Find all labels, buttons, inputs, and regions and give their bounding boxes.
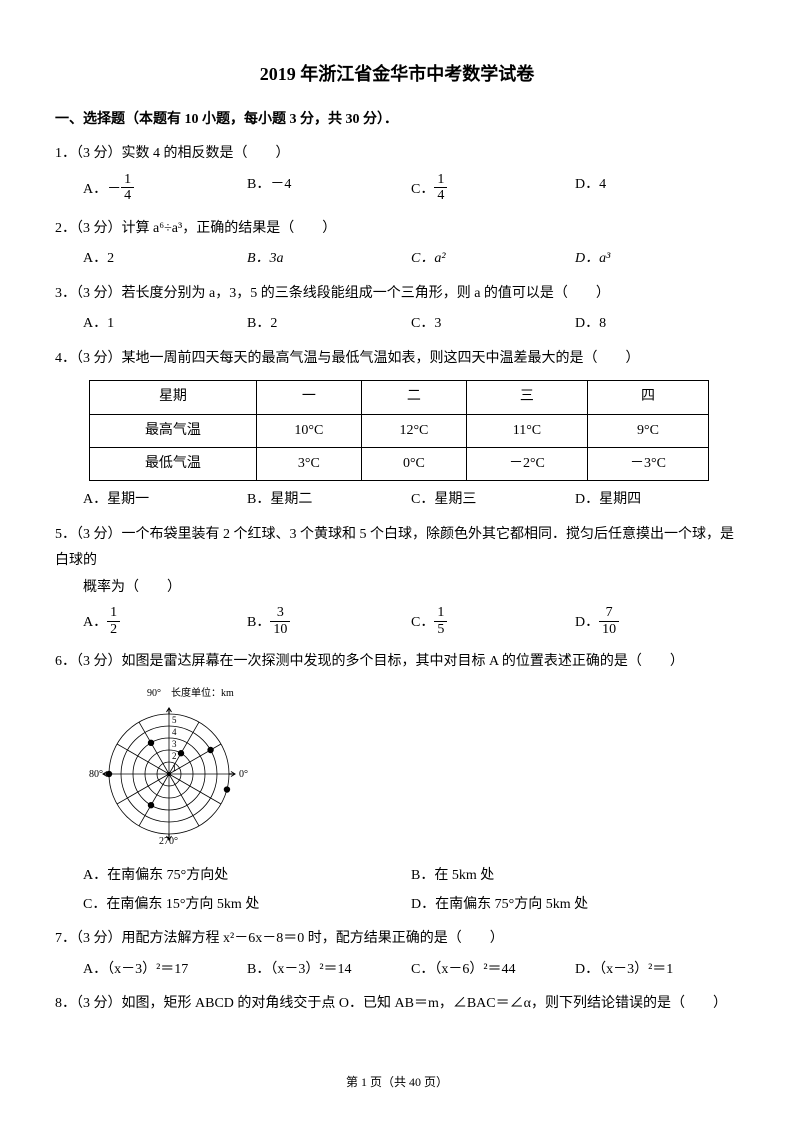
page-footer: 第 1 页（共 40 页） <box>0 1073 794 1092</box>
q7-text: 7．（3 分）用配方法解方程 x²－6x－8＝0 时，配方结果正确的是（ ） <box>55 926 739 953</box>
td: 11°C <box>466 414 587 447</box>
q6-options: A．在南偏东 75°方向处 B．在 5km 处 C．在南偏东 15°方向 5km… <box>55 865 739 916</box>
radar-svg: 1234590°长度单位：km0°180°270° <box>89 684 269 849</box>
svg-text:4: 4 <box>172 727 177 737</box>
q4-options: A．星期一 B．星期二 C．星期三 D．星期四 <box>55 489 739 511</box>
td: 10°C <box>256 414 361 447</box>
q1-option-d: D．4 <box>575 174 739 206</box>
th: 三 <box>466 381 587 414</box>
svg-text:270°: 270° <box>159 836 178 847</box>
q2-option-c: C．a² <box>411 248 575 270</box>
td: 3°C <box>256 447 361 480</box>
q3-option-c: C．3 <box>411 313 575 335</box>
radar-diagram: 1234590°长度单位：km0°180°270° <box>89 684 739 857</box>
q7-option-b: B．（x－3）²＝14 <box>247 959 411 981</box>
svg-text:180°: 180° <box>89 769 103 780</box>
q5-options: A．12 B．310 C．15 D．710 <box>55 607 739 639</box>
svg-text:5: 5 <box>172 715 177 725</box>
td: 9°C <box>587 414 708 447</box>
q7-option-c: C．（x－6）²＝44 <box>411 959 575 981</box>
question-6: 6．（3 分）如图是雷达屏幕在一次探测中发现的多个目标，其中对目标 A 的位置表… <box>55 649 739 916</box>
q1-option-c: C．14 <box>411 174 575 206</box>
q8-text: 8．（3 分）如图，矩形 ABCD 的对角线交于点 O．已知 AB＝m，∠BAC… <box>55 991 739 1018</box>
q7-option-a: A．（x－3）²＝17 <box>83 959 247 981</box>
q1-option-b: B．－4 <box>247 174 411 206</box>
th: 二 <box>361 381 466 414</box>
q2-option-a: A．2 <box>83 248 247 270</box>
th: 四 <box>587 381 708 414</box>
question-7: 7．（3 分）用配方法解方程 x²－6x－8＝0 时，配方结果正确的是（ ） A… <box>55 926 739 981</box>
td: －2°C <box>466 447 587 480</box>
section-header: 一、选择题（本题有 10 小题，每小题 3 分，共 30 分）． <box>55 109 739 131</box>
q5-option-a: A．12 <box>83 607 247 639</box>
q5-text: 5．（3 分）一个布袋里装有 2 个红球、3 个黄球和 5 个白球，除颜色外其它… <box>55 522 739 602</box>
q6-text: 6．（3 分）如图是雷达屏幕在一次探测中发现的多个目标，其中对目标 A 的位置表… <box>55 649 739 676</box>
q1-text: 1．（3 分）实数 4 的相反数是（ ） <box>55 141 739 168</box>
q6-option-b: B．在 5km 处 <box>411 865 739 887</box>
q4-table: 星期 一 二 三 四 最高气温 10°C 12°C 11°C 9°C 最低气温 … <box>89 380 709 481</box>
svg-text:0°: 0° <box>239 769 248 780</box>
question-3: 3．（3 分）若长度分别为 a，3，5 的三条线段能组成一个三角形，则 a 的值… <box>55 281 739 336</box>
td: 最低气温 <box>90 447 257 480</box>
q5-option-c: C．15 <box>411 607 575 639</box>
q3-options: A．1 B．2 C．3 D．8 <box>55 313 739 335</box>
q5-option-b: B．310 <box>247 607 411 639</box>
q2-text: 2．（3 分）计算 a⁶÷a³，正确的结果是（ ） <box>55 216 739 243</box>
q4-option-d: D．星期四 <box>575 489 739 511</box>
th: 一 <box>256 381 361 414</box>
q6-option-d: D．在南偏东 75°方向 5km 处 <box>411 894 739 916</box>
q7-options: A．（x－3）²＝17 B．（x－3）²＝14 C．（x－6）²＝44 D．（x… <box>55 959 739 981</box>
q2-option-b: B．3a <box>247 248 411 270</box>
svg-text:3: 3 <box>172 739 177 749</box>
q6-option-a: A．在南偏东 75°方向处 <box>83 865 411 887</box>
td: 0°C <box>361 447 466 480</box>
question-2: 2．（3 分）计算 a⁶÷a³，正确的结果是（ ） A．2 B．3a C．a² … <box>55 216 739 271</box>
q4-option-c: C．星期三 <box>411 489 575 511</box>
td: 最高气温 <box>90 414 257 447</box>
q2-options: A．2 B．3a C．a² D．a³ <box>55 248 739 270</box>
q3-text: 3．（3 分）若长度分别为 a，3，5 的三条线段能组成一个三角形，则 a 的值… <box>55 281 739 308</box>
q7-option-d: D．（x－3）²＝1 <box>575 959 739 981</box>
q4-text: 4．（3 分）某地一周前四天每天的最高气温与最低气温如表，则这四天中温差最大的是… <box>55 346 739 373</box>
q1-option-a: A．－14 <box>83 174 247 206</box>
q5-option-d: D．710 <box>575 607 739 639</box>
svg-text:90°: 90° <box>147 688 161 699</box>
question-8: 8．（3 分）如图，矩形 ABCD 的对角线交于点 O．已知 AB＝m，∠BAC… <box>55 991 739 1018</box>
td: 12°C <box>361 414 466 447</box>
table-row: 最低气温 3°C 0°C －2°C －3°C <box>90 447 709 480</box>
page-title: 2019 年浙江省金华市中考数学试卷 <box>55 60 739 89</box>
table-row: 最高气温 10°C 12°C 11°C 9°C <box>90 414 709 447</box>
svg-text:2: 2 <box>172 751 177 761</box>
q4-option-a: A．星期一 <box>83 489 247 511</box>
q3-option-a: A．1 <box>83 313 247 335</box>
q1-options: A．－14 B．－4 C．14 D．4 <box>55 174 739 206</box>
svg-text:长度单位：km: 长度单位：km <box>171 686 234 699</box>
td: －3°C <box>587 447 708 480</box>
q3-option-b: B．2 <box>247 313 411 335</box>
question-5: 5．（3 分）一个布袋里装有 2 个红球、3 个黄球和 5 个白球，除颜色外其它… <box>55 522 739 640</box>
q3-option-d: D．8 <box>575 313 739 335</box>
table-header-row: 星期 一 二 三 四 <box>90 381 709 414</box>
th: 星期 <box>90 381 257 414</box>
question-4: 4．（3 分）某地一周前四天每天的最高气温与最低气温如表，则这四天中温差最大的是… <box>55 346 739 512</box>
q4-option-b: B．星期二 <box>247 489 411 511</box>
q2-option-d: D．a³ <box>575 248 739 270</box>
question-1: 1．（3 分）实数 4 的相反数是（ ） A．－14 B．－4 C．14 D．4 <box>55 141 739 205</box>
q6-option-c: C．在南偏东 15°方向 5km 处 <box>83 894 411 916</box>
